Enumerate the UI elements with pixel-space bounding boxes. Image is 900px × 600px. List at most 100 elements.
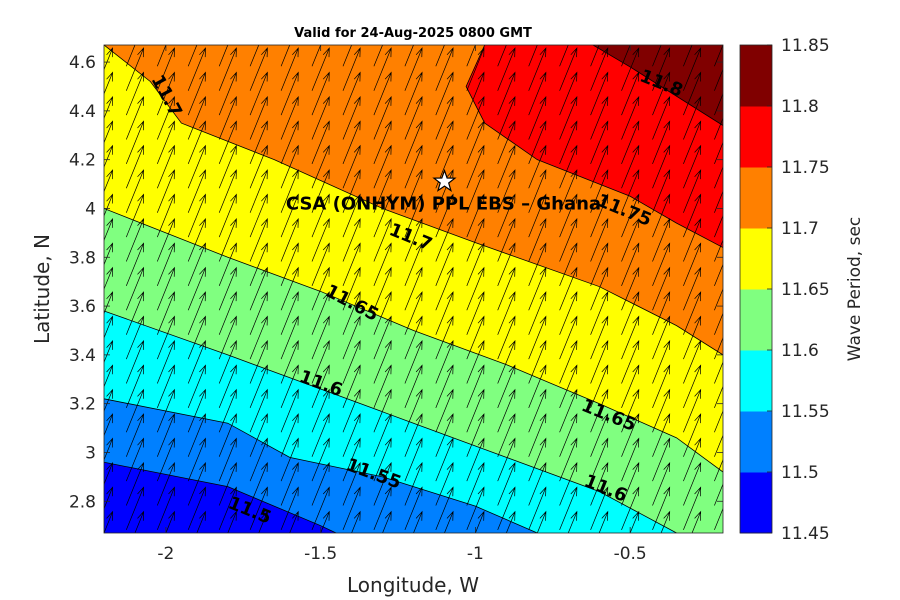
direction-arrow: [528, 266, 547, 311]
direction-arrow: [559, 71, 578, 116]
x-axis-label: Longitude, W: [347, 573, 479, 597]
direction-arrow: [311, 339, 330, 384]
direction-arrow: [590, 71, 609, 116]
direction-arrow: [373, 95, 392, 140]
direction-arrow: [404, 120, 423, 165]
direction-arrow: [311, 45, 322, 67]
direction-arrow: [187, 388, 206, 433]
colorbar-label: Wave Period, sec: [845, 217, 865, 362]
direction-arrow: [125, 461, 144, 506]
direction-arrow: [528, 339, 547, 384]
direction-arrow: [404, 47, 423, 91]
direction-arrow: [404, 364, 423, 409]
direction-arrow: [714, 166, 723, 189]
contour-fills: [104, 45, 723, 533]
direction-arrow: [404, 193, 423, 238]
direction-arrow: [311, 144, 330, 189]
direction-arrow: [590, 437, 609, 482]
direction-arrow: [404, 45, 414, 67]
direction-arrow: [187, 144, 206, 189]
direction-arrow: [714, 117, 723, 140]
contour-line: [104, 208, 723, 473]
colorbar-swatch: [740, 167, 772, 229]
direction-arrow: [249, 413, 268, 457]
direction-arrow: [218, 120, 237, 165]
direction-arrow: [104, 217, 113, 242]
direction-arrow: [497, 266, 516, 311]
direction-arrow: [683, 437, 702, 482]
direction-arrow: [404, 217, 423, 262]
direction-arrow: [156, 217, 175, 262]
colorbar-swatch: [740, 350, 772, 412]
direction-arrow: [311, 486, 330, 531]
direction-arrow: [528, 45, 538, 67]
direction-arrow: [156, 413, 175, 457]
direction-arrow: [404, 266, 423, 311]
y-axis-label: Latitude, N: [30, 234, 54, 344]
direction-arrow: [104, 413, 113, 437]
direction-arrow: [156, 242, 175, 287]
site-marker-group: CSA (ONHYM) PPL EBS – Ghana: [286, 168, 601, 215]
direction-arrow: [342, 339, 361, 384]
direction-arrow: [466, 266, 485, 311]
direction-arrow: [342, 266, 361, 311]
direction-arrow: [187, 364, 206, 409]
direction-arrow: [218, 95, 237, 140]
direction-arrow: [435, 71, 454, 116]
direction-arrow: [187, 193, 206, 238]
direction-arrow: [125, 193, 144, 238]
direction-arrow: [683, 71, 702, 116]
direction-arrow: [683, 193, 702, 238]
direction-arrow: [435, 217, 454, 262]
direction-arrow: [249, 364, 268, 409]
direction-arrow: [652, 339, 671, 384]
direction-arrow: [497, 144, 516, 189]
contour-line: [104, 310, 677, 533]
direction-arrow: [249, 193, 268, 238]
direction-arrow: [435, 461, 454, 506]
direction-arrow: [280, 45, 291, 67]
direction-arrow: [218, 45, 229, 67]
direction-arrow: [652, 461, 671, 506]
direction-arrow: [404, 315, 423, 360]
site-label: CSA (ONHYM) PPL EBS – Ghana: [286, 194, 601, 215]
direction-arrow: [497, 339, 516, 384]
direction-arrow: [435, 413, 454, 457]
direction-arrow: [652, 45, 662, 67]
direction-arrow: [289, 510, 299, 533]
direction-arrow: [621, 315, 640, 360]
y-tick-label: 4: [85, 199, 96, 219]
direction-arrow: [466, 315, 485, 360]
wave-direction-arrows: [104, 45, 723, 533]
direction-arrow: [280, 339, 299, 384]
direction-arrow: [714, 92, 723, 116]
direction-arrow: [497, 95, 516, 140]
direction-arrow: [218, 242, 237, 287]
direction-arrow: [714, 141, 723, 165]
direction-arrow: [187, 95, 206, 140]
direction-arrow: [249, 120, 268, 165]
direction-arrow: [342, 242, 361, 287]
colorbar-tick-label: 11.85: [781, 36, 830, 56]
direction-arrow: [311, 461, 330, 506]
direction-arrow: [528, 217, 547, 262]
direction-arrow: [311, 242, 330, 287]
direction-arrow: [528, 242, 547, 287]
direction-arrow: [249, 437, 268, 482]
direction-arrow: [156, 47, 175, 91]
direction-arrow: [590, 169, 609, 213]
direction-arrow: [218, 437, 237, 482]
direction-arrow: [590, 120, 609, 165]
direction-arrow: [187, 71, 206, 116]
direction-arrow: [104, 120, 113, 144]
direction-arrow: [373, 71, 392, 116]
direction-arrow: [714, 312, 723, 335]
direction-arrow: [125, 388, 144, 433]
direction-arrow: [373, 144, 392, 189]
direction-arrow: [528, 315, 547, 360]
direction-arrow: [528, 486, 547, 531]
direction-arrow: [342, 315, 361, 360]
direction-arrow: [590, 193, 609, 238]
y-tick-label: 3.4: [69, 346, 96, 366]
